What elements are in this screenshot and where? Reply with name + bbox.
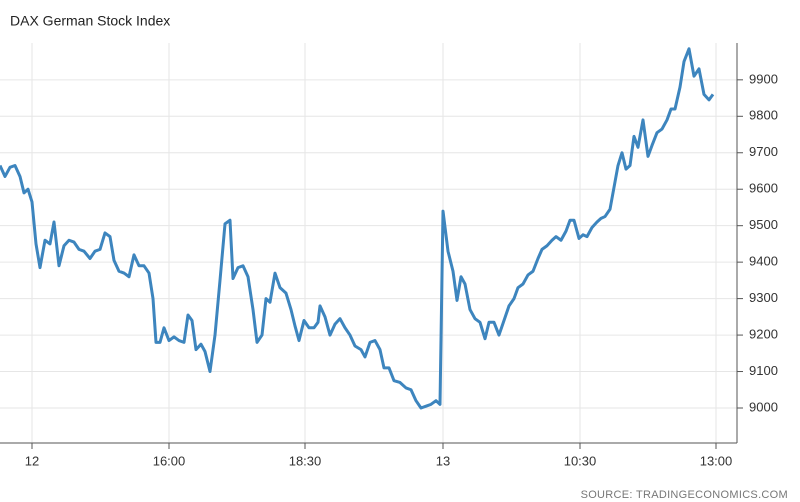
y-tick-label: 9100 — [749, 363, 778, 378]
y-tick-label: 9800 — [749, 108, 778, 123]
x-tick-label: 16:00 — [153, 453, 186, 468]
y-tick-label: 9700 — [749, 144, 778, 159]
source: SOURCE: TRADINGECONOMICS.COM — [581, 489, 788, 501]
x-tick-label: 13:00 — [700, 453, 733, 468]
y-tick-label: 9500 — [749, 217, 778, 232]
x-tick-label: 10:30 — [564, 453, 597, 468]
y-tick-label: 9400 — [749, 254, 778, 269]
x-tick-label: 18:30 — [289, 453, 322, 468]
chart-title: DAX German Stock Index — [10, 13, 170, 29]
price-line — [0, 47, 715, 410]
y-tick-label: 9900 — [749, 71, 778, 86]
x-tick-label: 13 — [436, 453, 450, 468]
y-tick-label: 9200 — [749, 327, 778, 342]
y-tick-label: 9000 — [749, 399, 778, 414]
y-tick-label: 9600 — [749, 181, 778, 196]
y-tick-label: 9300 — [749, 290, 778, 305]
x-tick-label: 12 — [25, 453, 39, 468]
